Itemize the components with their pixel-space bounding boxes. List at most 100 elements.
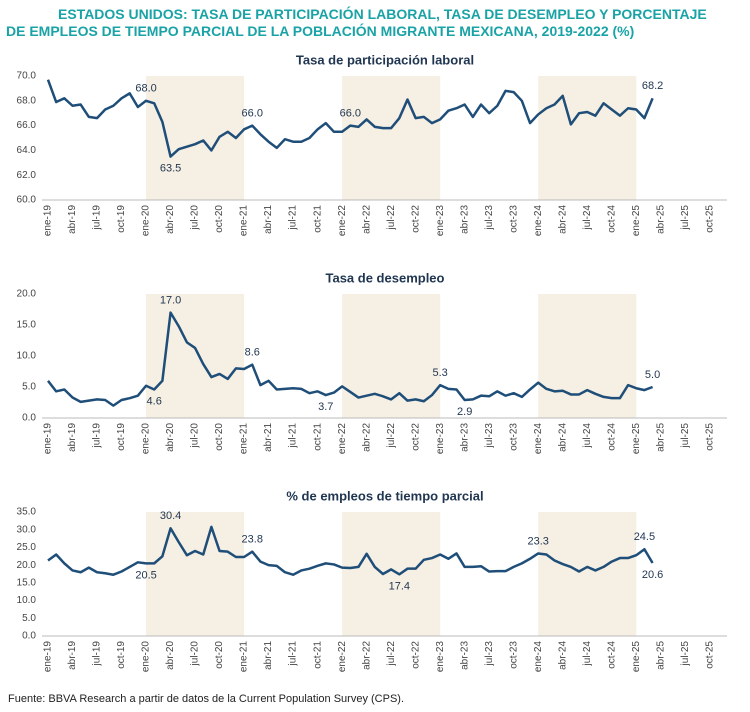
x-tick-label: abr-22 (361, 205, 372, 234)
x-tick-label: oct-25 (704, 423, 715, 451)
x-tick-label: abr-21 (263, 205, 274, 234)
x-tick-label: ene-23 (435, 641, 446, 673)
x-tick-label: oct-20 (214, 423, 225, 451)
shaded-period (146, 294, 245, 418)
x-tick-label: ene-20 (141, 205, 152, 237)
shaded-period (538, 76, 637, 200)
x-tick-label: abr-20 (165, 641, 176, 670)
x-tick-label: ene-21 (239, 423, 250, 455)
x-tick-label: ene-21 (239, 205, 250, 237)
x-tick-label: oct-24 (606, 205, 617, 233)
x-tick-label: jul-20 (190, 423, 201, 449)
x-tick-label: jul-23 (484, 423, 495, 449)
y-tick-label: 20.0 (17, 560, 37, 571)
y-tick-label: 60.0 (17, 195, 37, 206)
x-tick-label: ene-20 (141, 641, 152, 673)
data-label: 23.3 (527, 535, 548, 547)
data-label: 66.0 (242, 108, 263, 120)
y-tick-label: 5.0 (22, 613, 36, 624)
y-tick-label: 68.0 (17, 95, 37, 106)
data-label: 20.5 (135, 569, 156, 581)
x-tick-label: oct-19 (116, 641, 127, 669)
x-tick-label: ene-19 (43, 641, 54, 673)
y-tick-label: 30.0 (17, 524, 37, 535)
source-note: Fuente: BBVA Research a partir de datos … (8, 693, 404, 705)
y-tick-label: 35.0 (17, 507, 37, 518)
x-tick-label: jul-22 (386, 423, 397, 449)
charts: Tasa de participación laboral 60.0 62.0 64.… (17, 52, 727, 672)
x-tick-label: oct-23 (508, 205, 519, 233)
x-tick-label: ene-24 (533, 205, 544, 237)
x-tick-label: abr-23 (459, 205, 470, 234)
x-tick-label: oct-24 (606, 423, 617, 451)
x-tick-label: ene-23 (435, 205, 446, 237)
shaded-period (538, 294, 637, 418)
x-tick-label: jul-25 (680, 423, 691, 449)
x-tick-label: ene-23 (435, 423, 446, 455)
y-tick-label: 64.0 (17, 145, 37, 156)
x-tick-label: ene-19 (43, 205, 54, 237)
chart-panel: Tasa de participación laboral 60.0 62.0 64.… (17, 52, 727, 236)
x-tick-label: abr-19 (67, 423, 78, 452)
chart-panel: % de empleos de tiempo parcial 0.0 5.0 10.0… (17, 488, 727, 672)
x-tick-label: abr-20 (165, 423, 176, 452)
x-tick-label: abr-20 (165, 205, 176, 234)
x-tick-label: jul-23 (484, 641, 495, 667)
chart-title: Tasa de desempleo (326, 270, 445, 285)
x-tick-label: jul-24 (582, 205, 593, 231)
chart-title: Tasa de participación laboral (296, 52, 474, 67)
data-line (47, 525, 654, 576)
x-tick-label: jul-20 (190, 205, 201, 231)
data-label: 66.0 (340, 108, 361, 120)
x-tick-label: oct-22 (410, 641, 421, 669)
x-tick-label: jul-21 (288, 641, 299, 667)
x-tick-label: jul-21 (288, 205, 299, 231)
x-tick-label: ene-24 (533, 423, 544, 455)
x-tick-label: jul-19 (92, 641, 103, 667)
data-label: 4.6 (147, 395, 162, 407)
x-tick-label: jul-25 (680, 205, 691, 231)
x-tick-label: jul-19 (92, 205, 103, 231)
x-tick-label: jul-22 (386, 641, 397, 667)
x-tick-label: ene-25 (631, 205, 642, 237)
x-tick-label: abr-24 (557, 641, 568, 670)
x-tick-label: jul-21 (288, 423, 299, 449)
x-tick-label: oct-25 (704, 641, 715, 669)
x-tick-label: abr-24 (557, 423, 568, 452)
x-tick-label: abr-21 (263, 641, 274, 670)
chart-title: % de empleos de tiempo parcial (286, 488, 483, 503)
data-label: 17.4 (389, 580, 410, 592)
data-label: 17.0 (160, 295, 181, 307)
x-tick-label: jul-22 (386, 205, 397, 231)
x-tick-label: jul-24 (582, 641, 593, 667)
shaded-period (146, 512, 245, 636)
y-tick-label: 25.0 (17, 542, 37, 553)
data-label: 68.2 (642, 80, 663, 92)
x-tick-label: oct-22 (410, 423, 421, 451)
x-tick-label: ene-25 (631, 641, 642, 673)
y-tick-label: 70.0 (17, 71, 37, 82)
x-tick-label: ene-22 (337, 205, 348, 237)
x-tick-label: oct-19 (116, 205, 127, 233)
x-tick-label: oct-19 (116, 423, 127, 451)
x-tick-label: ene-25 (631, 423, 642, 455)
data-label: 2.9 (457, 406, 472, 418)
page-title: ESTADOS UNIDOS: TASA DE PARTICIPACIÓN LA… (6, 6, 707, 39)
x-tick-label: jul-23 (484, 205, 495, 231)
x-tick-label: oct-21 (312, 205, 323, 233)
x-tick-label: abr-25 (655, 205, 666, 234)
shaded-period (342, 76, 441, 200)
x-tick-label: oct-21 (312, 641, 323, 669)
x-tick-label: oct-24 (606, 641, 617, 669)
data-label: 8.6 (245, 347, 260, 359)
x-tick-label: abr-25 (655, 423, 666, 452)
data-label: 68.0 (135, 83, 156, 95)
data-label: 63.5 (160, 163, 181, 175)
y-tick-label: 10.0 (17, 595, 37, 606)
shaded-period (538, 512, 637, 636)
x-tick-label: ene-22 (337, 423, 348, 455)
data-label: 24.5 (634, 531, 655, 543)
data-line (46, 79, 654, 158)
y-tick-label: 15.0 (17, 577, 37, 588)
x-tick-label: ene-24 (533, 641, 544, 673)
